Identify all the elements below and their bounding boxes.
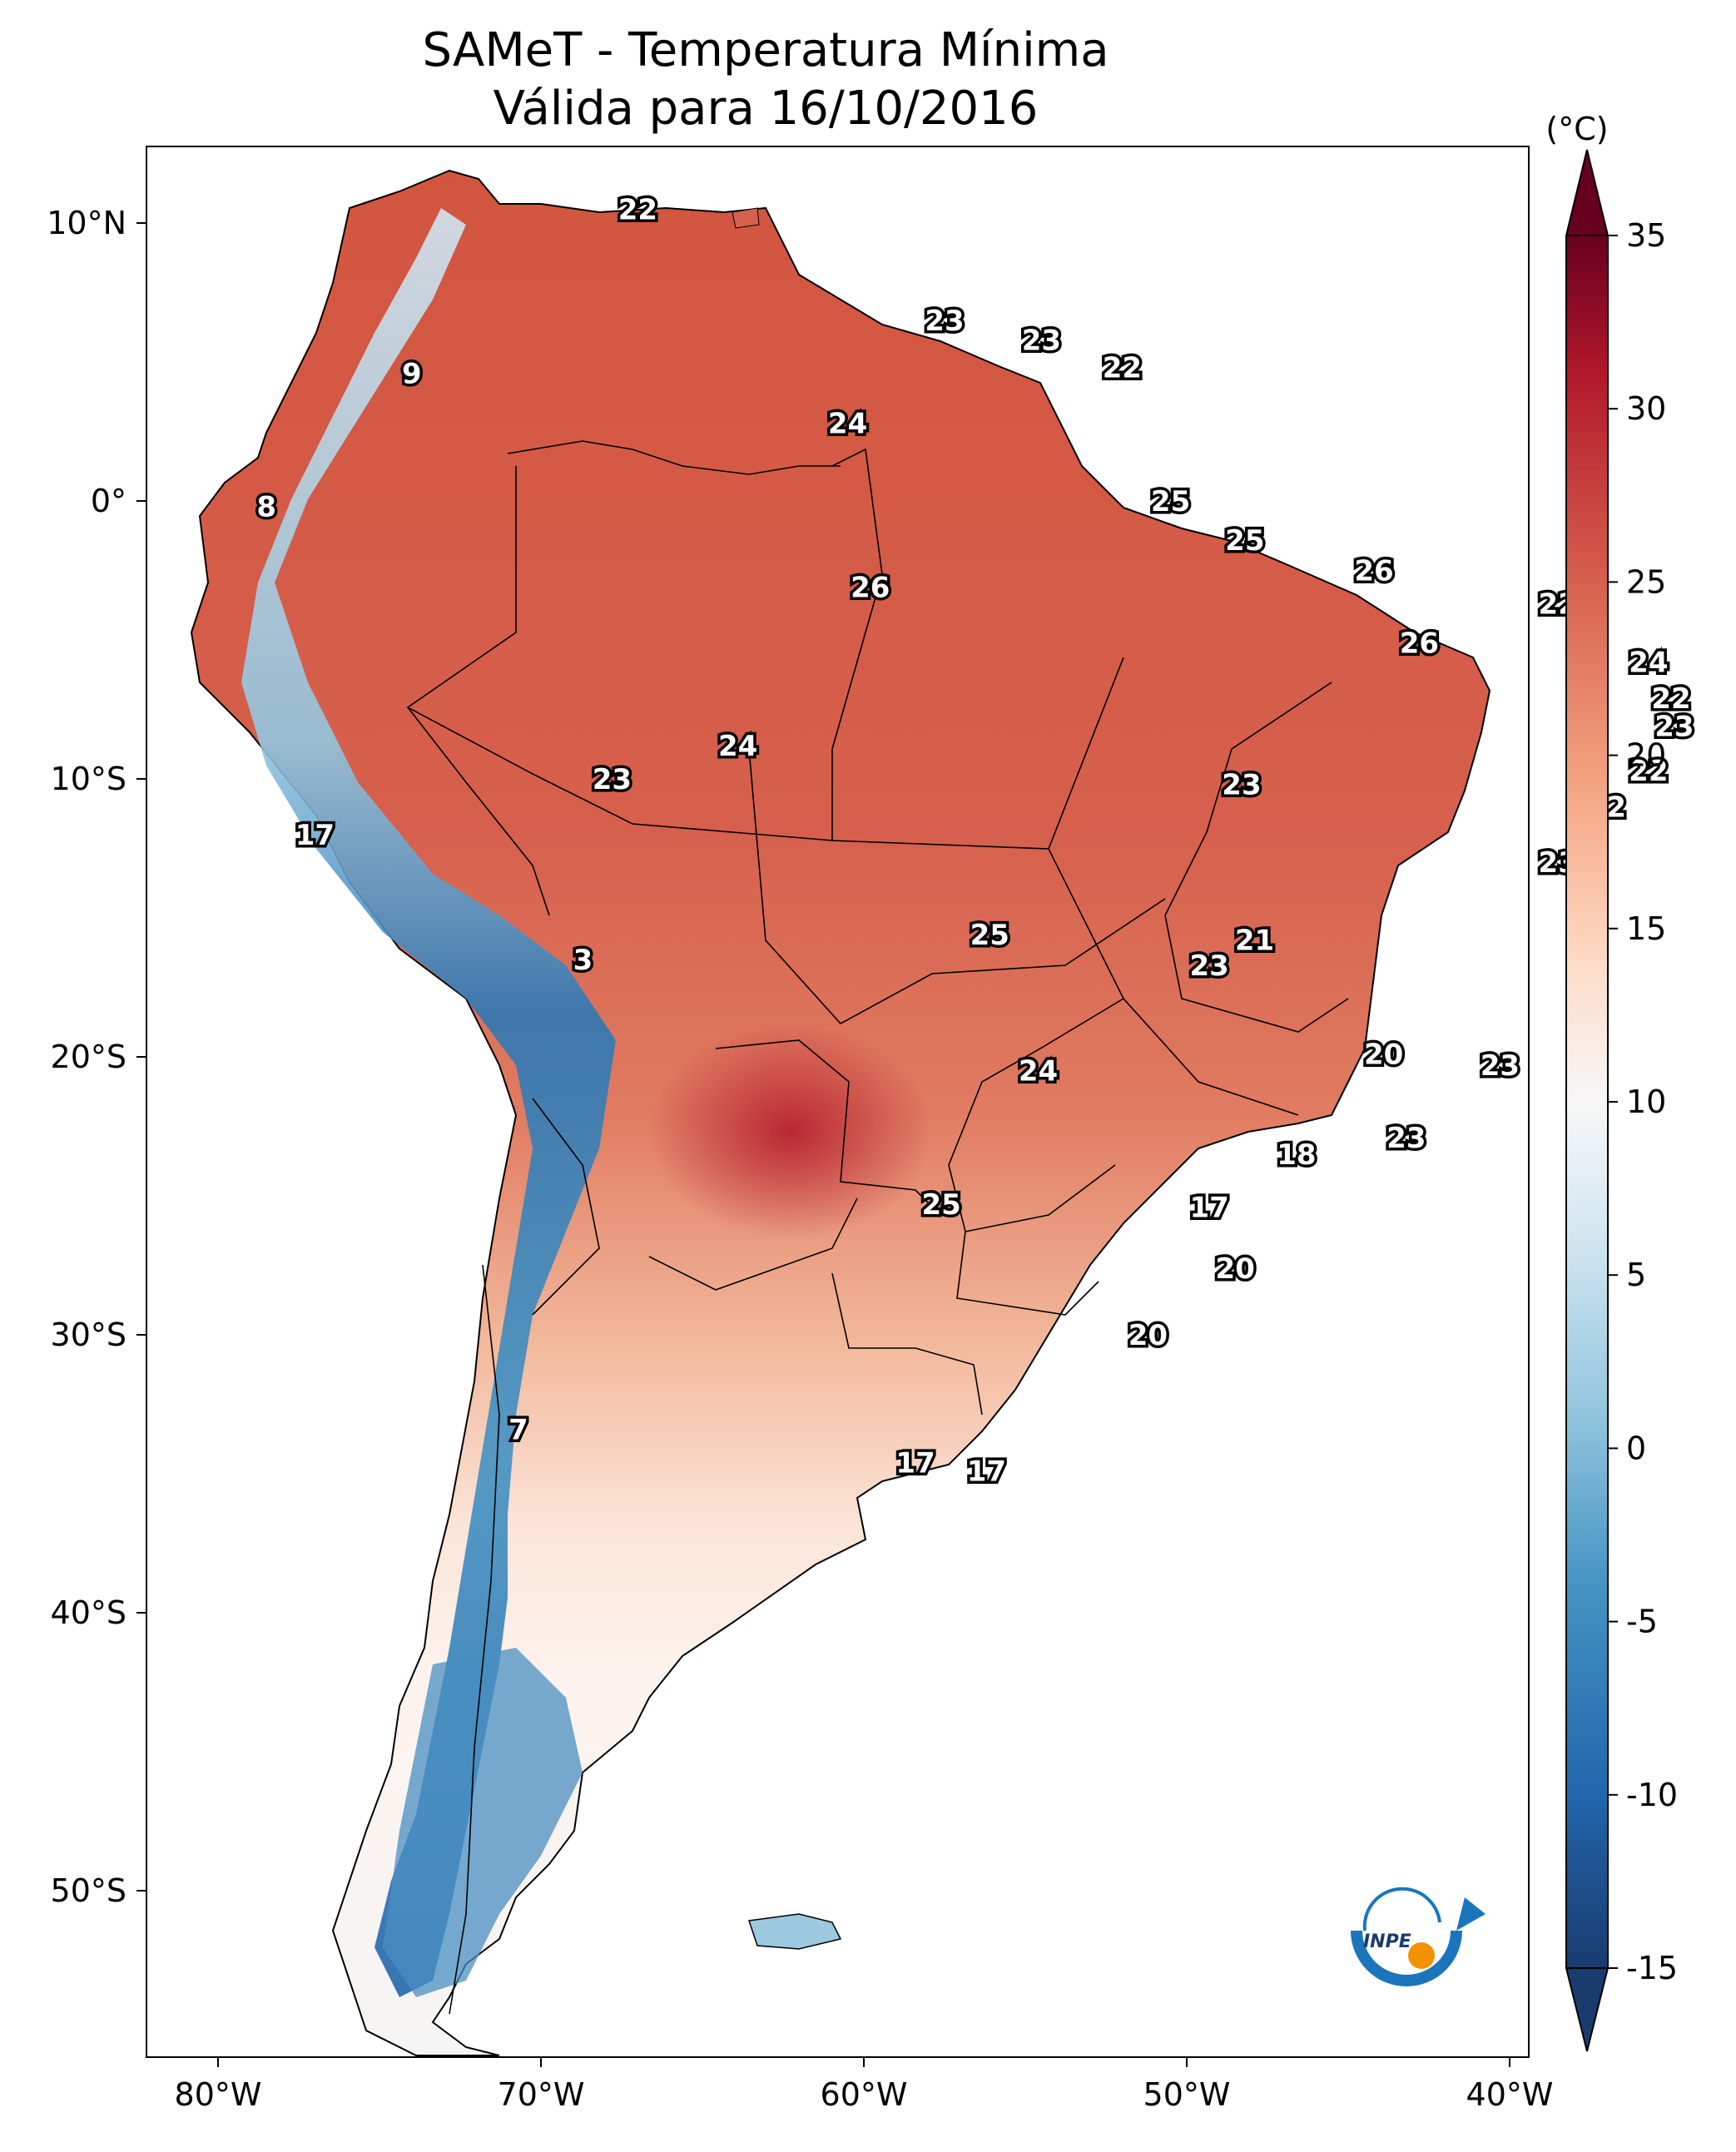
colorbar-tick-label: 25 (1626, 563, 1666, 600)
falkland-islands (748, 1913, 842, 1950)
x-tick-label: 50°W (1143, 2076, 1231, 2113)
colorbar-tick-label: 5 (1626, 1257, 1646, 1293)
y-tick-label: 30°S (51, 1316, 126, 1353)
axis-ticks: 80°W 70°W 60°W 50°W 40°W 10°N 0° 10°S 20°S 30°S 40… (47, 205, 1553, 2113)
political-borders (406, 440, 1349, 2015)
station-temperature-label: 23 (1386, 1122, 1426, 1155)
colorbar: (°C) 35 30 25 20 15 10 5 0 -5 -10 -15 (1545, 111, 1678, 2052)
station-temperature-label: 26 (1354, 555, 1393, 588)
y-tick-label: 10°S (51, 761, 126, 797)
station-temperature-label: 17 (895, 1447, 935, 1480)
colorbar-tick-label: 20 (1626, 737, 1666, 774)
andes-cold-band (241, 208, 616, 1997)
station-temperature-label: 26 (1400, 627, 1439, 660)
station-temperature-label: 24 (1019, 1055, 1058, 1088)
x-tick-label: 70°W (498, 2076, 585, 2113)
station-labels: 2223232292482525262622262422232422232322… (254, 191, 1697, 1491)
plot-frame (146, 146, 1530, 2058)
station-temperature-label: 9 (402, 357, 422, 390)
y-tick-label: 10°N (47, 205, 126, 241)
station-temperature-label: 25 (1225, 524, 1264, 558)
colorbar-tick-label: 15 (1626, 910, 1666, 947)
station-temperature-label: 23 (593, 763, 632, 796)
y-tick-label: 20°S (51, 1039, 126, 1075)
station-temperature-label: 23 (1189, 950, 1228, 983)
station-temperature-label: 17 (1189, 1191, 1228, 1224)
y-tick-label: 50°S (51, 1872, 126, 1909)
colorbar-tick-label: 10 (1626, 1083, 1666, 1120)
station-temperature-label: 20 (1216, 1252, 1255, 1286)
station-temperature-label: 25 (970, 919, 1009, 952)
station-temperature-label: 17 (295, 819, 335, 852)
y-tick-label: 40°S (51, 1594, 126, 1631)
station-temperature-label: 17 (967, 1455, 1006, 1489)
station-temperature-label: 24 (718, 730, 757, 763)
colorbar-tick-label: -15 (1626, 1950, 1678, 1986)
station-temperature-label: 22 (1651, 682, 1690, 716)
patagonia-cold (383, 1648, 583, 1997)
caribbean-island (732, 207, 760, 229)
station-temperature-label: 8 (256, 491, 276, 524)
colorbar-tick-label: -10 (1626, 1777, 1678, 1813)
station-temperature-label: 21 (1235, 925, 1274, 958)
colorbar-body (1565, 235, 1609, 1969)
colorbar-unit: (°C) (1545, 111, 1608, 147)
x-tick-label: 60°W (821, 2076, 908, 2113)
y-tick-label: 0° (91, 483, 126, 519)
station-temperature-label: 25 (1151, 485, 1190, 518)
x-tick-label: 80°W (175, 2076, 262, 2113)
station-temperature-label: 22 (1103, 352, 1142, 385)
station-temperature-label: 23 (1022, 324, 1061, 357)
inpe-logo-text: INPE (1363, 1931, 1411, 1952)
station-temperature-label: 18 (1277, 1138, 1316, 1172)
colorbar-tick-label: -5 (1626, 1604, 1658, 1640)
station-temperature-label: 22 (618, 193, 657, 226)
station-temperature-label: 24 (828, 407, 867, 440)
colorbar-bottom-arrow (1565, 1967, 1610, 2052)
station-temperature-label: 7 (508, 1414, 528, 1447)
station-temperature-label: 20 (1128, 1319, 1168, 1352)
station-temperature-label: 20 (1364, 1039, 1403, 1072)
station-temperature-label: 23 (1481, 1049, 1520, 1083)
station-temperature-label: 25 (921, 1188, 960, 1222)
colorbar-tick-label: 30 (1626, 390, 1666, 427)
map-subtitle: Válida para 16/10/2016 (493, 82, 1039, 136)
station-temperature-label: 24 (1629, 647, 1668, 680)
station-temperature-label: 26 (851, 572, 890, 605)
heat-hotspot (649, 1024, 932, 1240)
station-temperature-label: 22 (1629, 755, 1668, 788)
colorbar-tick-label: 35 (1626, 217, 1666, 254)
station-temperature-label: 23 (1222, 769, 1261, 802)
colorbar-top-arrow (1565, 149, 1610, 236)
inpe-logo-icon: INPE (1351, 1887, 1486, 1986)
colorbar-tick-label: 0 (1626, 1430, 1646, 1466)
x-tick-label: 40°W (1466, 2076, 1554, 2113)
station-temperature-label: 23 (1654, 711, 1694, 744)
map-title: SAMeT - Temperatura Mínima (422, 23, 1109, 77)
station-temperature-label: 3 (573, 944, 593, 977)
station-temperature-label: 23 (925, 305, 964, 338)
